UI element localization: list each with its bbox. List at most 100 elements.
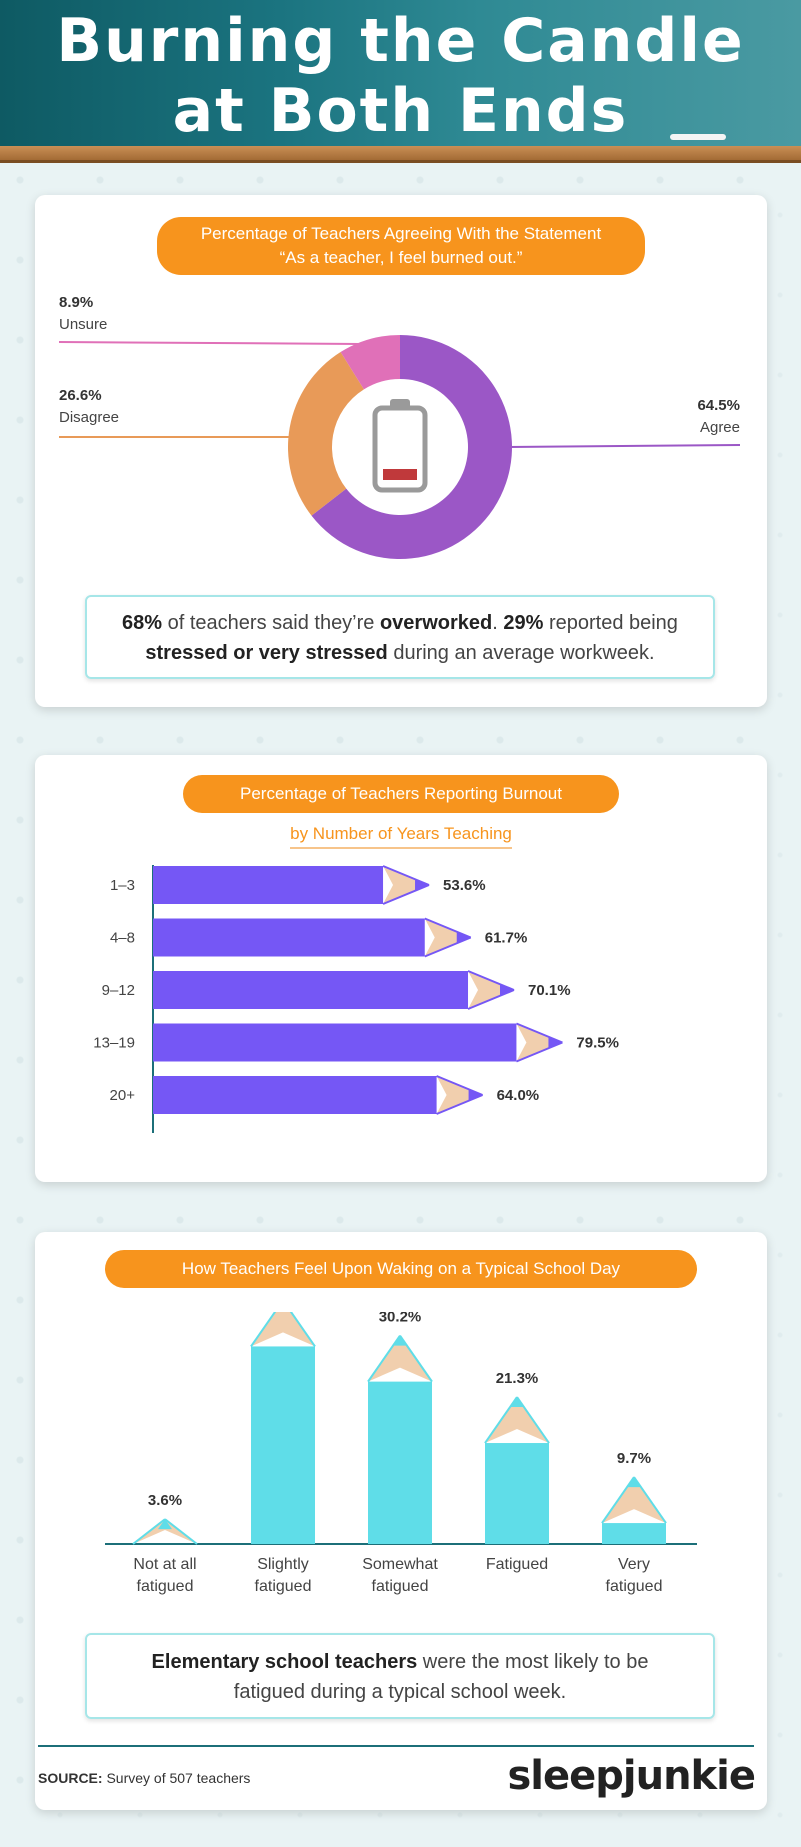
note-elementary-line2: fatigued during a typical school week. [233, 1681, 567, 1703]
bar-category-label: 13–19 [93, 1035, 135, 1052]
source-note: SOURCE: Survey of 507 teachers [38, 1770, 250, 1786]
bar-body [153, 1023, 517, 1062]
bar-category-label: 1–3 [110, 877, 135, 894]
waking-bar-chart: 3.6%Not at allfatigued35.3%Slightlyfatig… [105, 1312, 697, 1595]
bar-1 [153, 865, 430, 905]
unsure-category-label: Unsure [59, 316, 107, 333]
bar-category-label: Very [618, 1556, 650, 1573]
bar-body [153, 1076, 437, 1114]
bar-category-label: Somewhat [362, 1556, 438, 1573]
bar-value-label: 79.5% [576, 1035, 619, 1052]
pencil-bar-1 [132, 1518, 198, 1545]
agree-leader-line [507, 444, 741, 448]
page-title-line2: at Both Ends [172, 76, 629, 146]
pencil-lead [627, 1477, 641, 1488]
bar-category-label: Not at all [133, 1556, 196, 1573]
waking-fatigue-card: How Teachers Feel Upon Waking on a Typic… [35, 1232, 767, 1810]
pencil-wood [516, 1023, 563, 1062]
pencil-bar-2 [250, 1312, 316, 1544]
donut-slice-unsure [340, 335, 400, 390]
bar-category-label: 20+ [110, 1087, 136, 1104]
donut-slice-agree [311, 335, 512, 559]
bar-3 [153, 970, 515, 1010]
chalk-icon [670, 134, 726, 140]
pencil-wood [485, 1397, 549, 1444]
pencil-wood [424, 918, 471, 957]
bar-value-label: 64.0% [497, 1087, 540, 1104]
pencil-lead [510, 1397, 524, 1408]
note-text-3: reported being [543, 612, 678, 634]
years-subtitle-text: by Number of Years Teaching [290, 824, 512, 849]
bar-value-label: 30.2% [379, 1312, 422, 1326]
pencil-lead [548, 1036, 563, 1049]
unsure-value-label: 8.9% [59, 295, 93, 311]
pencil-bar-4 [484, 1396, 550, 1544]
bar-body [153, 866, 384, 904]
pencil-wood [251, 1312, 315, 1347]
bar-category-label: Slightly [257, 1556, 309, 1573]
note-elementary: Elementary school teachers [151, 1651, 418, 1673]
chalkboard-ledge [0, 146, 801, 163]
pencil-body [251, 1346, 315, 1544]
donut-chart: 64.5% Agree 26.6% Disagree 8.9% Unsure [58, 295, 741, 559]
bar-value-label: 21.3% [496, 1370, 539, 1387]
bar-value-label: 3.6% [148, 1492, 182, 1509]
bar-category-label: fatigued [137, 1578, 194, 1595]
pencil-wood [383, 866, 430, 904]
donut-title-line1: Percentage of Teachers Agreeing With the… [200, 224, 602, 243]
bar-2 [153, 917, 472, 958]
bar-value-label: 53.6% [443, 877, 486, 894]
brand-logo: sleepjunkie [507, 1753, 756, 1799]
pencil-body [602, 1523, 666, 1544]
bar-value-label: 61.7% [485, 930, 528, 947]
pencil-lead [500, 984, 515, 996]
bar-value-label: 9.7% [617, 1450, 651, 1467]
pencil-lead [456, 931, 471, 944]
header-banner: Burning the Candle at Both Ends [0, 0, 801, 150]
bar-category-label: 9–12 [102, 982, 135, 999]
agree-category-label: Agree [700, 419, 740, 436]
elementary-note: Elementary school teachers were the most… [85, 1633, 715, 1719]
years-bar-chart: 1–3 53.6% 4–8 61.7% 9–12 70.1% 13–19 79.5% 20+ 64… [93, 865, 619, 1133]
source-text: Survey of 507 teachers [102, 1770, 251, 1786]
pencil-lead [393, 1335, 407, 1346]
years-subtitle: by Number of Years Teaching [35, 824, 767, 849]
waking-title-pill: How Teachers Feel Upon Waking on a Typic… [105, 1250, 697, 1288]
pencil-lead [415, 879, 430, 891]
bar-5 [153, 1075, 483, 1115]
pencil-wood [602, 1477, 666, 1524]
bar-category-label: fatigued [606, 1578, 663, 1595]
donut-title-line2: “As a teacher, I feel burned out.” [279, 248, 523, 267]
battery-icon [372, 399, 428, 493]
note-stat-29: 29% [503, 612, 544, 634]
pencil-bar-5 [601, 1476, 667, 1544]
bar-category-label: fatigued [255, 1578, 312, 1595]
pencil-lead [468, 1089, 483, 1101]
bar-4 [153, 1022, 563, 1063]
burnout-donut-card: Percentage of Teachers Agreeing With the… [35, 195, 767, 707]
donut-title-pill: Percentage of Teachers Agreeing With the… [157, 217, 645, 275]
source-label: SOURCE: [38, 1770, 103, 1786]
donut-slice-disagree [288, 352, 364, 516]
disagree-category-label: Disagree [59, 409, 119, 426]
note-overworked: overworked [379, 612, 493, 634]
bar-value-label: 70.1% [528, 982, 571, 999]
footer-divider [38, 1745, 754, 1747]
years-title-pill: Percentage of Teachers Reporting Burnout [183, 775, 619, 813]
pencil-lead [158, 1519, 172, 1530]
pencil-bar-3 [367, 1335, 433, 1544]
pencil-wood [368, 1335, 432, 1382]
pencil-body [485, 1443, 549, 1544]
note-stat-68: 68% [122, 612, 163, 634]
bar-body [153, 918, 425, 957]
note-stressed: stressed or very stressed [145, 642, 388, 664]
disagree-value-label: 26.6% [59, 387, 102, 404]
years-teaching-card: Percentage of Teachers Reporting Burnout… [35, 755, 767, 1182]
note-text-2: . [492, 612, 504, 634]
bar-body [153, 971, 469, 1009]
bar-category-label: 4–8 [110, 930, 135, 947]
unsure-leader-line [58, 341, 361, 345]
note-elementary-rest: were the most likely to be [417, 1651, 649, 1673]
pencil-wood [468, 971, 515, 1009]
pencil-body [368, 1381, 432, 1544]
